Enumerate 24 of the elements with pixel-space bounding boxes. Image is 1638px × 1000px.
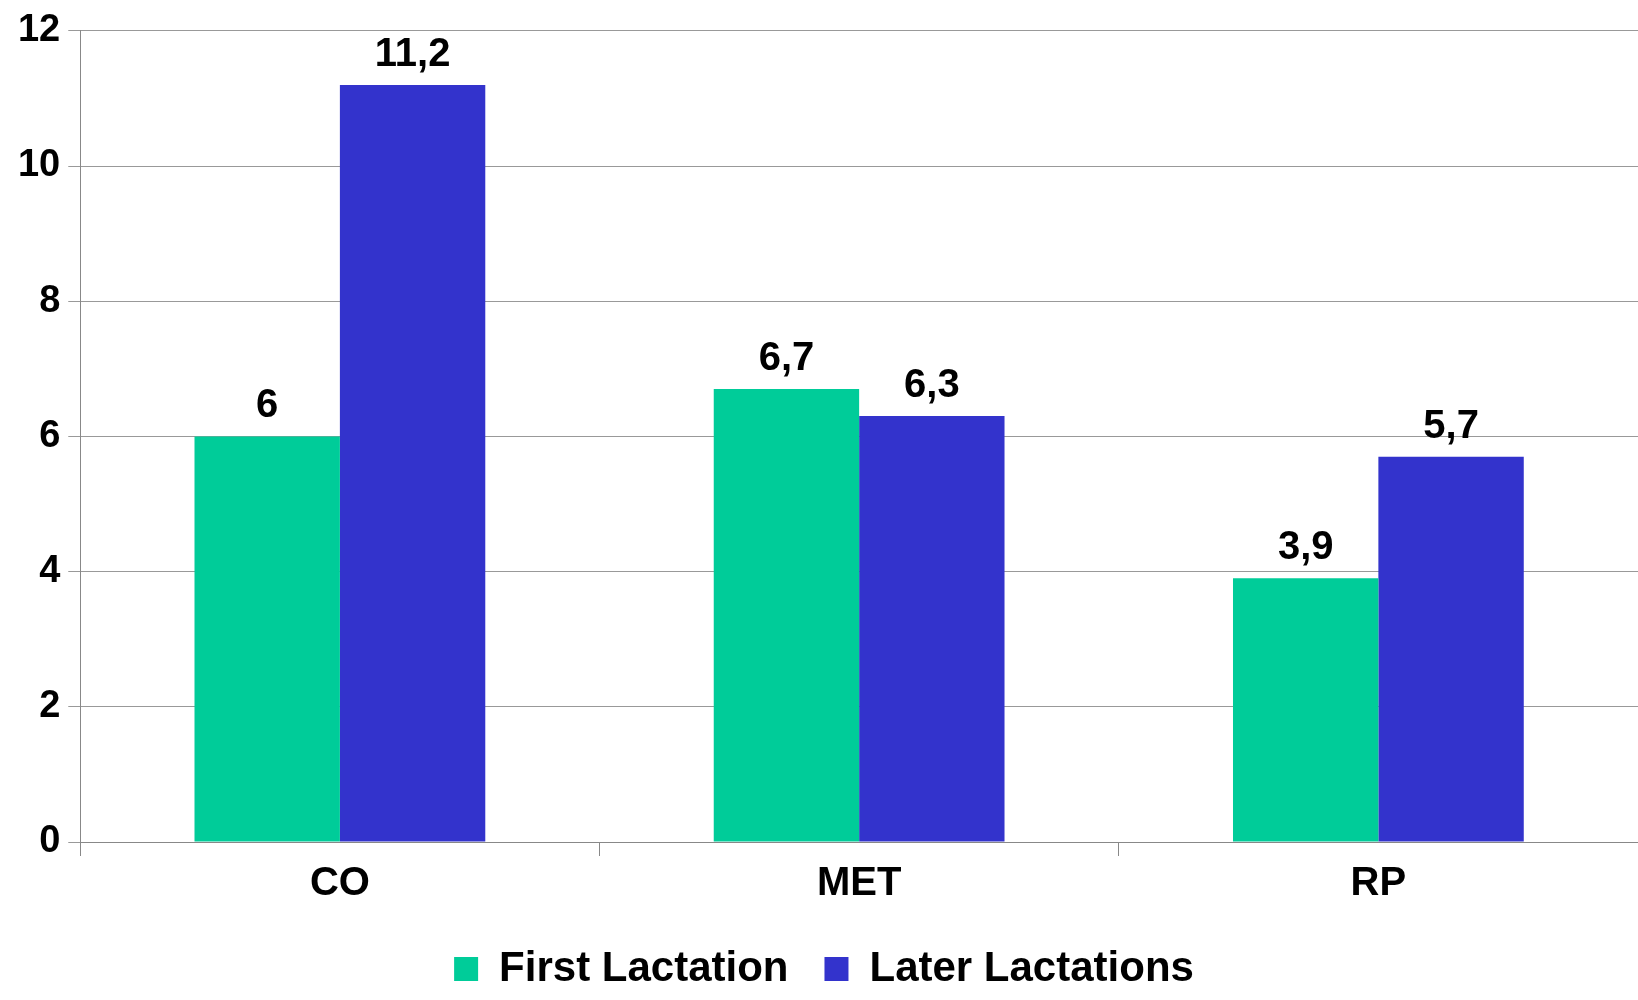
bar xyxy=(1232,578,1379,842)
data-label: 3,9 xyxy=(1277,523,1334,568)
x-tick-label: RP xyxy=(1350,859,1407,904)
y-tick-label: 0 xyxy=(39,818,61,861)
data-label: 11,2 xyxy=(374,29,451,74)
y-tick-label: 2 xyxy=(39,683,61,726)
bar xyxy=(1378,456,1524,842)
bar xyxy=(859,416,1005,842)
x-tick-label: MET xyxy=(816,859,902,904)
data-label: 6,3 xyxy=(904,361,960,406)
y-tick-label: 8 xyxy=(39,277,61,320)
legend-label: First Lactation xyxy=(499,942,789,990)
bar xyxy=(339,84,486,842)
data-label: 6 xyxy=(256,381,279,426)
bar xyxy=(194,436,340,842)
legend-label: Later Lactations xyxy=(869,942,1194,990)
x-tick-label: CO xyxy=(309,859,370,904)
y-tick-label: 12 xyxy=(17,7,61,50)
bar xyxy=(713,389,860,842)
data-label: 6,7 xyxy=(758,334,815,379)
y-tick-label: 10 xyxy=(17,142,61,185)
y-tick-label: 4 xyxy=(39,548,61,591)
y-tick-label: 6 xyxy=(39,412,61,455)
data-label: 5,7 xyxy=(1423,401,1479,446)
